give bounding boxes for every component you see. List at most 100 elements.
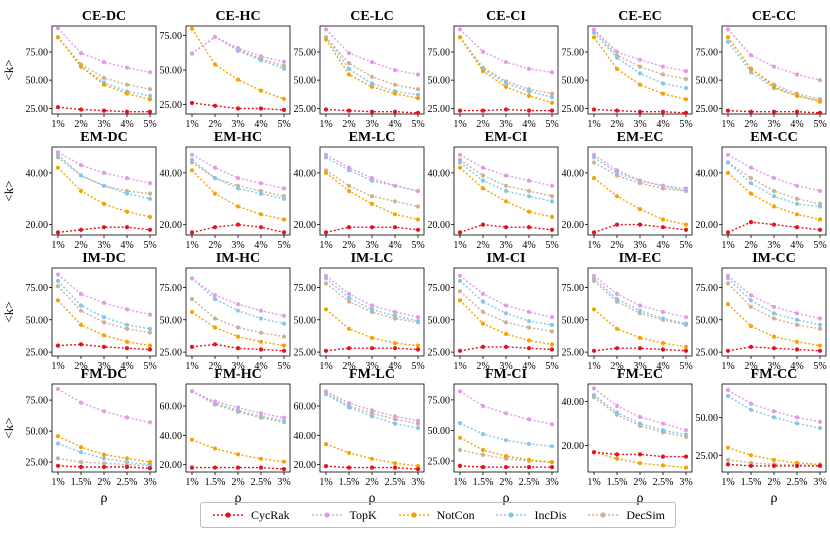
point-topk <box>258 411 264 416</box>
point-topk <box>457 152 463 157</box>
x-tick-label: 1% <box>453 361 466 372</box>
y-tick-label: 50.00 <box>160 315 183 326</box>
series-line-cycrak <box>727 109 821 114</box>
point-cycrak <box>124 225 130 230</box>
series-line-cycrak <box>191 102 285 111</box>
point-incdis <box>189 157 195 162</box>
subplot-title: FM-EC <box>617 367 663 382</box>
subplot-ce-lc: CE-LC 25.00 50.00 75.00 1% 2% 3% 4% 5% <box>294 9 425 130</box>
point-cycrak <box>457 463 463 468</box>
point-incdis <box>683 321 689 326</box>
point-cycrak <box>526 108 532 113</box>
x-tick-label: 4% <box>388 240 401 251</box>
x-tick-label: 2.5% <box>385 477 406 488</box>
series-line-cycrak <box>459 346 553 352</box>
series-line-incdis <box>727 41 821 102</box>
series-line-cycrak <box>325 108 419 114</box>
point-topk <box>392 183 398 188</box>
x-tick-label: 1% <box>185 240 198 251</box>
point-incdis <box>637 71 643 76</box>
point-notcon <box>346 188 352 194</box>
point-incdis <box>369 414 375 419</box>
x-tick-label: 2% <box>499 477 512 488</box>
point-cycrak <box>817 463 823 468</box>
subplot-fm-hc: FM-HC 20.00 40.00 60.00 1% 1.5% 2% 2.5% 3% ρ <box>160 367 291 506</box>
point-topk <box>480 49 486 55</box>
point-topk <box>101 170 107 175</box>
series-line-cycrak <box>191 343 285 352</box>
x-tick-label: 3% <box>767 240 780 251</box>
point-topk <box>748 293 754 298</box>
point-cycrak <box>392 225 398 230</box>
point-cycrak <box>101 464 107 470</box>
x-tick-label: 4% <box>522 119 535 130</box>
point-cycrak <box>392 465 398 470</box>
point-decsim <box>369 194 375 199</box>
series-line-notcon <box>593 308 687 348</box>
point-notcon <box>683 97 689 102</box>
subplot-frame <box>185 146 291 236</box>
point-topk <box>392 414 398 419</box>
subplot-title: FM-DC <box>81 367 128 382</box>
point-topk <box>258 54 264 59</box>
series-line-cycrak <box>459 223 553 234</box>
point-topk <box>660 64 666 69</box>
point-topk <box>415 418 421 423</box>
y-tick-label: 40.00 <box>160 168 183 179</box>
y-axis-label: <k> <box>1 301 16 322</box>
series-line-incdis <box>57 36 151 97</box>
legend-swatch-notcon <box>398 512 429 518</box>
y-tick-label: 75.00 <box>294 283 317 294</box>
point-incdis <box>725 39 731 44</box>
point-incdis <box>748 181 754 186</box>
subplot-frame <box>51 146 157 236</box>
point-decsim <box>392 417 398 422</box>
point-notcon <box>771 84 777 89</box>
series-line-topk <box>57 388 151 424</box>
point-notcon <box>55 434 61 439</box>
point-cycrak <box>660 225 666 230</box>
point-cycrak <box>258 465 264 470</box>
point-decsim <box>794 322 800 327</box>
point-notcon <box>660 463 666 468</box>
point-notcon <box>503 454 509 459</box>
series-line-topk <box>727 275 821 320</box>
point-topk <box>480 403 486 409</box>
point-cycrak <box>212 465 218 470</box>
point-cycrak <box>771 463 777 468</box>
point-cycrak <box>147 227 153 232</box>
x-tick-label: 5% <box>411 240 424 251</box>
point-notcon <box>258 212 264 217</box>
point-topk <box>591 386 597 391</box>
x-tick-label: 1% <box>587 119 600 130</box>
x-tick-label: 3% <box>767 361 780 372</box>
point-cycrak <box>503 344 509 349</box>
point-decsim <box>369 411 375 416</box>
subplot-fm-dc: FM-DC 25.00 50.00 75.00 1% 1.5% 2% 2.5% 3% <k> ρ <box>1 367 157 506</box>
x-tick-label: 1% <box>319 477 332 488</box>
point-notcon <box>101 452 107 457</box>
point-incdis <box>549 322 555 327</box>
series-line-cycrak <box>57 465 151 469</box>
point-topk <box>614 291 620 296</box>
point-topk <box>369 303 375 308</box>
y-axis-label: <k> <box>1 417 16 438</box>
point-topk <box>55 150 61 155</box>
point-cycrak <box>591 107 597 112</box>
point-notcon <box>415 217 421 222</box>
point-topk <box>637 303 643 308</box>
y-tick-label: 50.00 <box>160 66 183 77</box>
x-tick-label: 4% <box>388 119 401 130</box>
point-notcon <box>503 331 509 337</box>
point-topk <box>503 60 509 65</box>
point-incdis <box>526 89 532 94</box>
x-tick-label: 4% <box>656 119 669 130</box>
point-cycrak <box>78 342 84 347</box>
point-incdis <box>637 421 643 426</box>
point-decsim <box>78 460 84 465</box>
point-decsim <box>415 421 421 426</box>
point-incdis <box>258 414 264 419</box>
x-tick-label: 5% <box>277 240 290 251</box>
point-topk <box>683 428 689 433</box>
x-tick-label: 2% <box>342 119 355 130</box>
